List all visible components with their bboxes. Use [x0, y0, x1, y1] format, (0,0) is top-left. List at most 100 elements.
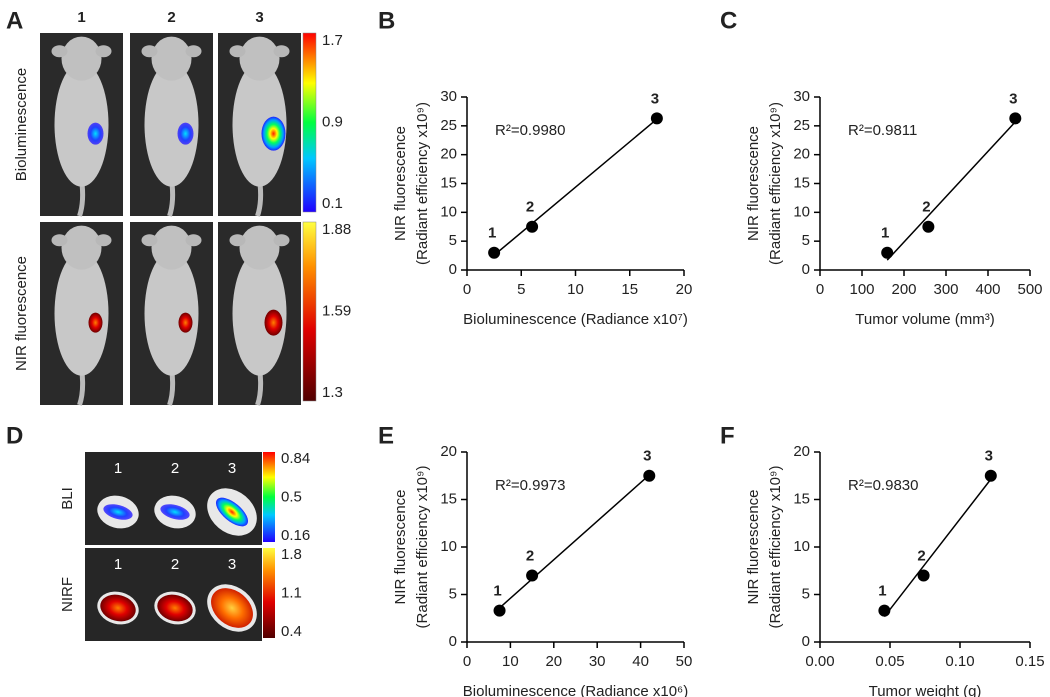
mouse-body — [144, 62, 199, 187]
y-tick-label: 15 — [793, 174, 810, 191]
mouse-body — [232, 62, 287, 187]
colorbar-label: 1.1 — [281, 584, 302, 601]
point — [917, 569, 930, 582]
y-tick-label: 15 — [440, 174, 457, 191]
mouse-ear — [51, 45, 68, 58]
mouse-body — [54, 62, 109, 187]
x-tick-label: 20 — [676, 281, 693, 298]
x-tick-label: 0.05 — [875, 653, 904, 670]
y-tick-label: 5 — [802, 585, 810, 602]
x-tick-label: 200 — [891, 281, 916, 298]
column-label: 2 — [171, 556, 179, 573]
panel-letter: A — [6, 7, 23, 34]
x-tick-label: 0.15 — [1015, 653, 1044, 670]
signal — [264, 309, 283, 336]
signal — [178, 312, 193, 333]
mouse-ear — [141, 45, 158, 58]
x-tick-label: 0.00 — [805, 653, 834, 670]
column-label: 2 — [167, 9, 175, 26]
signal — [103, 504, 133, 520]
point-label: 3 — [651, 90, 659, 107]
colorbar-label: 1.8 — [281, 546, 302, 563]
mouse-ear — [229, 234, 246, 247]
annotation: R²=0.9980 — [495, 122, 565, 139]
x-tick-label: 0 — [463, 653, 471, 670]
mouse-ear — [273, 45, 290, 58]
column-label: 1 — [114, 556, 122, 573]
y-tick-label: 5 — [449, 232, 457, 249]
y-tick-label: 20 — [440, 146, 457, 163]
row-label: Bioluminescence — [13, 68, 30, 181]
mouse-ear — [185, 45, 202, 58]
x-tick-label: 5 — [517, 281, 525, 298]
x-tick-label: 40 — [632, 653, 649, 670]
mouse-body — [54, 251, 109, 376]
y-axis-label: NIR fluorescence — [745, 126, 762, 241]
mouse-body — [232, 251, 287, 376]
annotation: R²=0.9973 — [495, 477, 565, 494]
y-tick-label: 30 — [440, 88, 457, 105]
x-tick-label: 10 — [502, 653, 519, 670]
x-tick-label: 50 — [676, 653, 693, 670]
row-label: NIRF — [59, 577, 76, 612]
x-tick-label: 30 — [589, 653, 606, 670]
y-tick-label: 15 — [440, 490, 457, 507]
y-tick-label: 5 — [449, 585, 457, 602]
point-label: 1 — [881, 225, 889, 242]
point-label: 3 — [643, 448, 651, 465]
y-tick-label: 0 — [449, 633, 457, 650]
point — [650, 112, 663, 125]
column-label: 3 — [255, 9, 263, 26]
y-axis-label: NIR fluorescence — [392, 126, 409, 241]
mouse-head — [151, 36, 192, 81]
y-axis-label: NIR fluorescence — [392, 489, 409, 604]
point — [526, 220, 539, 233]
y-tick-label: 0 — [802, 633, 810, 650]
colorbar — [263, 548, 275, 638]
y-tick-label: 30 — [793, 88, 810, 105]
point — [878, 604, 891, 617]
signal — [261, 116, 286, 151]
y-tick-label: 25 — [440, 117, 457, 134]
mouse-head — [151, 225, 192, 270]
annotation: R²=0.9811 — [848, 122, 917, 139]
point-label: 2 — [526, 199, 534, 216]
column-label: 3 — [228, 460, 236, 477]
mouse-ear — [95, 234, 112, 247]
x-axis-label: Bioluminescence (Radiance x10⁶) — [463, 683, 688, 697]
point — [984, 469, 997, 482]
point — [1009, 112, 1022, 125]
mouse-ear — [95, 45, 112, 58]
column-label: 1 — [114, 460, 122, 477]
point — [643, 469, 656, 482]
panel-letter: D — [6, 422, 23, 449]
point-label: 1 — [493, 583, 501, 600]
mouse-ear — [141, 234, 158, 247]
fit-line — [886, 121, 1016, 261]
row-label: NIR fluorescence — [13, 256, 30, 371]
signal — [160, 504, 190, 520]
y-tick-label: 10 — [793, 203, 810, 220]
signal — [100, 594, 136, 622]
fit-line — [883, 478, 992, 618]
point — [488, 246, 501, 259]
row-label: BLI — [59, 487, 76, 510]
colorbar-label: 1.88 — [322, 221, 351, 238]
y-tick-label: 0 — [802, 261, 810, 278]
signal — [157, 594, 193, 622]
y-tick-label: 20 — [793, 443, 810, 460]
y-tick-label: 10 — [793, 538, 810, 555]
mouse-head — [239, 36, 280, 81]
colorbar-label: 1.59 — [322, 302, 351, 319]
column-label: 1 — [77, 9, 85, 26]
x-tick-label: 20 — [545, 653, 562, 670]
y-axis-label: (Radiant efficiency x10⁹) — [767, 102, 784, 265]
x-tick-label: 400 — [975, 281, 1000, 298]
y-axis-label: (Radiant efficiency x10⁹) — [767, 466, 784, 629]
y-tick-label: 10 — [440, 538, 457, 555]
panel-letter: F — [720, 422, 735, 449]
x-tick-label: 0 — [816, 281, 824, 298]
signal — [88, 312, 103, 333]
panel-letter: E — [378, 422, 394, 449]
mouse-body — [144, 251, 199, 376]
